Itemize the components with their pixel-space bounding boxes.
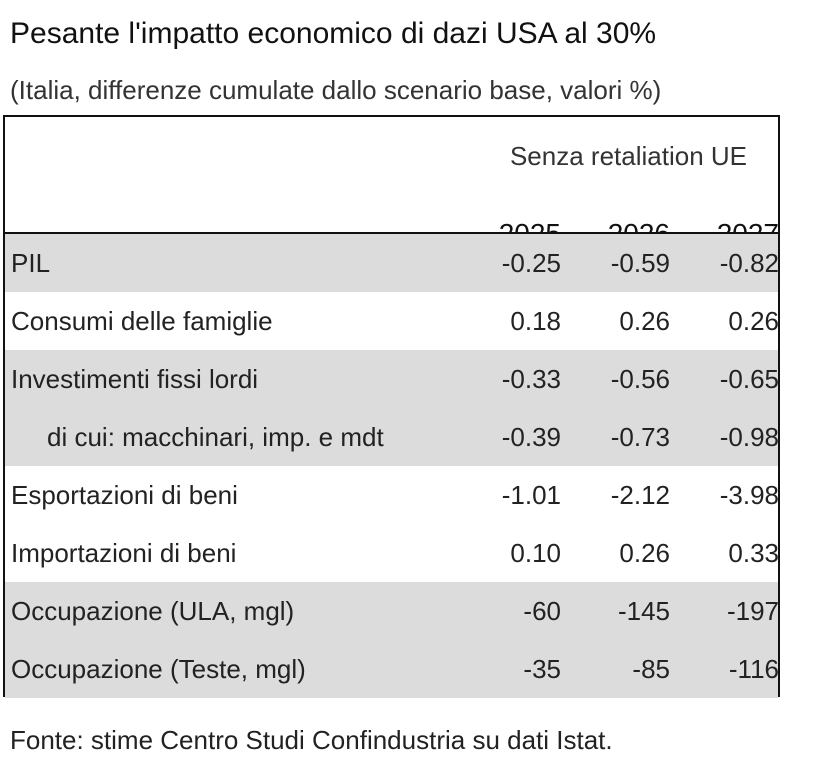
table-cell-2026: -85 — [632, 654, 670, 684]
table-cell-2025: -0.33 — [501, 364, 561, 394]
row-label: Consumi delle famiglie — [11, 306, 273, 336]
row-label: Investimenti fissi lordi — [11, 364, 259, 394]
table-cell-2025: -35 — [523, 654, 561, 684]
table-cell-2027: -197 — [726, 596, 779, 626]
table-cell-2025: -1.01 — [501, 480, 561, 510]
source-note: Fonte: stime Centro Studi Confindustria … — [10, 725, 613, 755]
table-cell-2027: -0.98 — [719, 422, 779, 452]
table-cell-2027: -0.65 — [719, 364, 779, 394]
table-row: Esportazioni di beni -1.01 -2.12 -3.98 — [5, 466, 779, 524]
data-table: Senza retaliation UE 2025 2026 2027 PIL-… — [3, 115, 780, 698]
table-row: Importazioni di beni 0.10 0.26 0.33 — [5, 524, 779, 582]
table-cell-2027: -3.98 — [719, 480, 779, 510]
row-label: Occupazione (Teste, mgl) — [11, 654, 306, 684]
row-label: Importazioni di beni — [11, 538, 237, 568]
column-group-label: Senza retaliation UE — [509, 141, 747, 171]
table-row: Investimenti fissi lordi -0.33 -0.56 -0.65 — [5, 350, 779, 408]
header-divider — [5, 232, 778, 234]
table-cell-2027: -116 — [728, 654, 779, 684]
table-cell-2027: 0.33 — [728, 538, 779, 568]
table-cell-2026: 0.26 — [619, 306, 670, 336]
table-cell-2027: 0.26 — [728, 306, 779, 336]
row-label: di cui: macchinari, imp. e mdt — [47, 422, 384, 452]
table-row: Occupazione (Teste, mgl) -35 -85 -116 — [5, 640, 779, 698]
row-label: Esportazioni di beni — [11, 480, 238, 510]
row-label: PIL — [11, 248, 51, 278]
table-cell-2025: -0.39 — [501, 422, 561, 452]
table-cell-2025: 0.18 — [510, 306, 561, 336]
table-cell-2026: 0.26 — [619, 538, 670, 568]
chart-subtitle: (Italia, differenze cumulate dallo scena… — [10, 75, 662, 105]
table-cell-2026: -145 — [617, 596, 670, 626]
table-cell-2026: -0.59 — [610, 248, 670, 278]
chart-title: Pesante l'impatto economico di dazi USA … — [10, 17, 657, 50]
table-cell-2026: -2.12 — [610, 480, 670, 510]
row-label: Occupazione (ULA, mgl) — [11, 596, 295, 626]
table-row: Consumi delle famiglie 0.18 0.26 0.26 — [5, 292, 779, 350]
table-cell-2025: 0.10 — [510, 538, 561, 568]
table-row: Occupazione (ULA, mgl) -60 -145 -197 — [5, 582, 779, 640]
table-cell-2025: -60 — [523, 596, 561, 626]
table-row: di cui: macchinari, imp. e mdt -0.39 -0.73… — [5, 408, 779, 466]
table-cell-2026: -0.56 — [610, 364, 670, 394]
table-cell-2026: -0.73 — [610, 422, 670, 452]
table-row: PIL -0.25 -0.59 -0.82 — [5, 234, 779, 292]
table-cell-2027: -0.82 — [719, 248, 779, 278]
table-cell-2025: -0.25 — [501, 248, 561, 278]
